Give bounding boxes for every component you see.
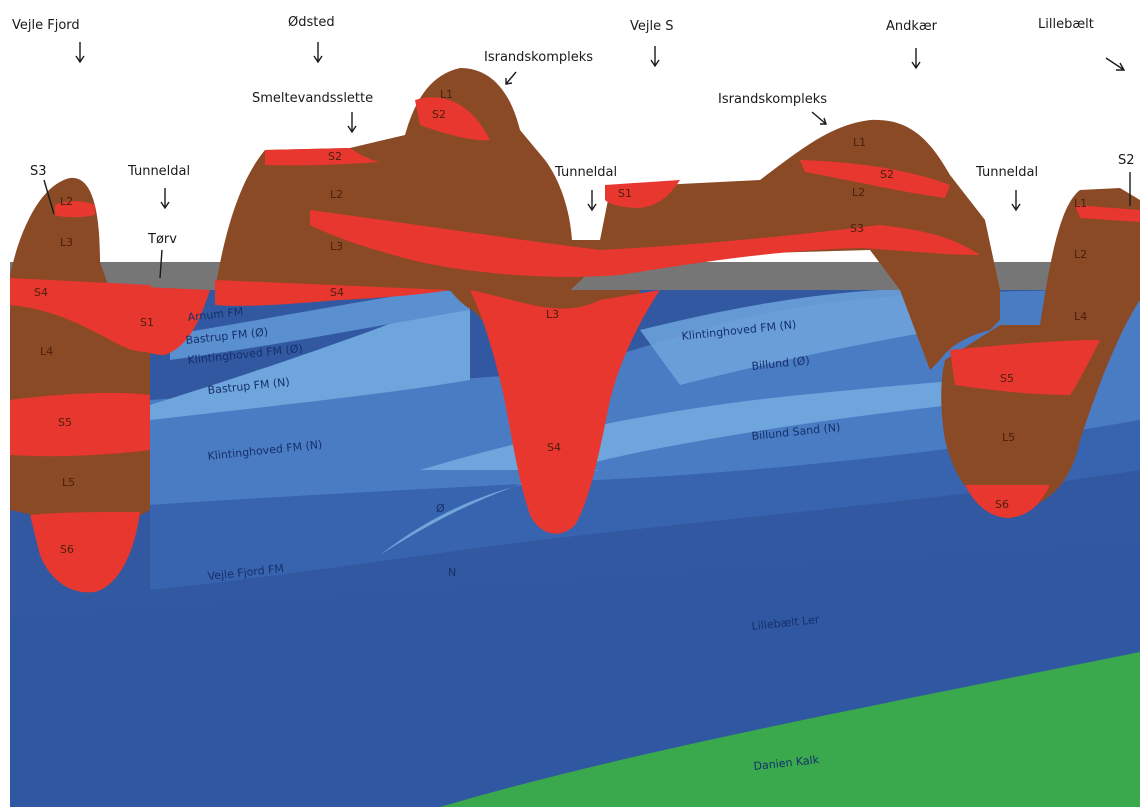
unit-label-l3: L3: [330, 240, 343, 253]
unit-label-s2: S2: [880, 168, 894, 181]
unit-label-s6: S6: [995, 498, 1009, 511]
sand-s3-left-ridge: [55, 201, 95, 218]
sand-s1-left: [100, 285, 210, 355]
billund-o-layer: [640, 290, 940, 385]
unit-label-s2: S2: [328, 150, 342, 163]
formation-arnum: Arnum FM: [187, 305, 244, 324]
unit-label-s1: S1: [140, 316, 154, 329]
unit-label-s1: S1: [618, 187, 632, 200]
location-vejle-fjord: Vejle Fjord: [12, 18, 80, 33]
sand-s4-odsted: [215, 280, 450, 306]
sand-s2-odsted: [265, 148, 380, 166]
annotation-torv: Tørv: [147, 232, 177, 247]
unit-label-s3: S3: [850, 222, 864, 235]
sand-s2-right: [1075, 205, 1140, 222]
unit-label-s6: S6: [60, 543, 74, 556]
arrow-diagonal-icon: [505, 71, 517, 85]
arrow-down-icon: [1011, 190, 1021, 212]
arrow-down-icon: [160, 188, 170, 210]
sand-s1-central: [605, 180, 680, 208]
location-vejle-s: Vejle S: [630, 19, 674, 34]
arrow-down-icon: [587, 190, 597, 212]
annotation-smeltevandsslette: Smeltevandsslette: [252, 91, 373, 106]
annotation-s3-left: S3: [30, 164, 47, 179]
formation-o: Ø: [436, 502, 445, 515]
unit-label-l2: L2: [852, 186, 865, 199]
pointer-line: [159, 249, 163, 279]
unit-label-l1: L1: [1074, 197, 1087, 210]
sand-s3-band: [310, 210, 980, 277]
unit-label-l5: L5: [1002, 431, 1015, 444]
unit-label-s4: S4: [34, 286, 48, 299]
sand-s2-top: [415, 97, 490, 141]
sand-s6-left: [30, 512, 140, 593]
sand-s2-andkaer: [800, 160, 950, 198]
arrow-down-icon: [313, 42, 323, 64]
sand-s6-right: [965, 485, 1050, 518]
unit-label-s5: S5: [58, 416, 72, 429]
billund-sand-layer: [380, 378, 1000, 555]
unit-label-s4: S4: [547, 441, 561, 454]
arrow-down-icon: [911, 48, 921, 70]
unit-label-l1: L1: [440, 88, 453, 101]
bastrup-n-layer: [150, 300, 470, 420]
klintinghoved-o-layer: [170, 290, 470, 360]
sand-s4-central-channel: [470, 290, 660, 534]
annotation-tunneldal-1: Tunneldal: [127, 164, 190, 179]
unit-label-l4: L4: [1074, 310, 1087, 323]
formation-n: N: [448, 566, 456, 579]
unit-label-l3: L3: [546, 308, 559, 321]
arrow-diagonal-icon: [1105, 57, 1126, 71]
annotation-israndskompleks-2: Israndskompleks: [718, 92, 827, 107]
unit-label-l5: L5: [62, 476, 75, 489]
formation-billund-o: Billund (Ø): [751, 354, 810, 373]
arrow-down-icon: [650, 46, 660, 68]
unit-label-l1: L1: [853, 136, 866, 149]
unit-label-s4: S4: [330, 286, 344, 299]
sand-s5-right: [950, 340, 1100, 395]
annotation-israndskompleks-1: Israndskompleks: [484, 50, 593, 65]
arrow-down-icon: [347, 112, 357, 134]
annotation-s2-right: S2: [1118, 153, 1135, 168]
unit-label-l3: L3: [60, 236, 73, 249]
location-lillebaelt: Lillebælt: [1038, 17, 1094, 32]
unit-label-l2: L2: [1074, 248, 1087, 261]
location-odsted: Ødsted: [288, 15, 335, 30]
arrow-diagonal-icon: [811, 111, 827, 125]
annotation-tunneldal-3: Tunneldal: [975, 165, 1038, 180]
unit-label-l2: L2: [330, 188, 343, 201]
arrow-down-icon: [75, 42, 85, 64]
unit-label-l2: L2: [60, 195, 73, 208]
vejle-fjord-fm-layer: [150, 420, 1140, 590]
danien-kalk-layer: [440, 652, 1140, 807]
unit-label-s5: S5: [1000, 372, 1014, 385]
klintinghoved-n-layer: [150, 290, 1140, 505]
unit-label-l4: L4: [40, 345, 53, 358]
pointer-line: [43, 179, 55, 215]
sand-s5-left: [10, 392, 150, 457]
location-andkaer: Andkær: [886, 19, 938, 34]
annotation-tunneldal-2: Tunneldal: [554, 165, 617, 180]
till-odsted-ridge: [215, 68, 1000, 370]
unit-label-s2: S2: [432, 108, 446, 121]
